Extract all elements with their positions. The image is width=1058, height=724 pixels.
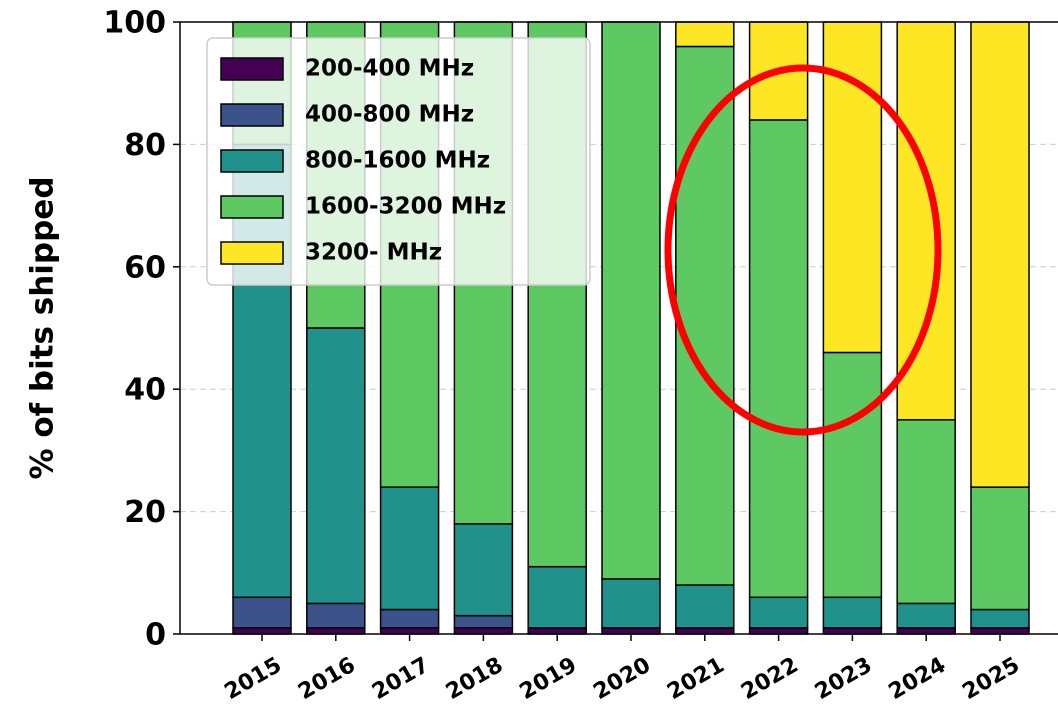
bar-segment — [306, 327, 366, 605]
legend-label: 1600-3200 MHz — [305, 194, 506, 220]
bar-segment — [748, 119, 809, 599]
legend-swatch — [220, 195, 284, 219]
bar-segment — [822, 596, 883, 629]
bar-segment — [232, 627, 292, 635]
x-tick-label: 2019 — [516, 653, 582, 705]
bar-segment — [896, 627, 956, 635]
bar-segment — [527, 565, 587, 629]
y-tick-label: 0 — [145, 618, 166, 653]
x-tick-label: 2023 — [811, 653, 877, 705]
bar-segment — [601, 627, 661, 635]
x-tick-label: 2016 — [294, 653, 360, 705]
legend-label: 800-1600 MHz — [305, 148, 490, 174]
y-tick-label: 80 — [124, 128, 166, 163]
bar-segment — [675, 45, 735, 586]
bar-segment — [896, 419, 956, 605]
bar-segment — [527, 627, 587, 635]
bar-segment — [822, 351, 883, 599]
y-tick-label: 20 — [124, 495, 166, 530]
bar-segment — [748, 627, 809, 635]
legend-label: 400-800 MHz — [305, 102, 474, 128]
x-tick-label: 2024 — [885, 653, 951, 705]
y-axis-label: % of bits shipped — [25, 176, 61, 479]
x-tick-label: 2025 — [958, 653, 1024, 705]
bar-segment — [970, 21, 1030, 488]
x-tick-label: 2022 — [737, 653, 803, 705]
bar-segment — [601, 21, 661, 580]
bar-segment — [970, 627, 1030, 635]
legend-swatch — [220, 241, 284, 265]
bar-segment — [379, 486, 440, 611]
legend-box — [206, 37, 591, 286]
bar-segment — [675, 627, 735, 635]
x-tick-label: 2015 — [220, 653, 286, 705]
bar-segment — [601, 578, 661, 629]
bar-segment — [232, 596, 292, 629]
legend-label: 200-400 MHz — [305, 56, 474, 82]
bar-segment — [379, 627, 440, 635]
bar-segment — [896, 21, 956, 421]
legend-swatch — [220, 57, 284, 81]
bar-segment — [970, 608, 1030, 629]
bar-segment — [748, 596, 809, 629]
legend-swatch — [220, 103, 284, 127]
bar-segment — [822, 627, 883, 635]
legend-label: 3200- MHz — [305, 240, 442, 266]
y-tick-label: 60 — [124, 250, 166, 285]
bar-segment — [675, 21, 735, 48]
x-tick-label: 2021 — [663, 653, 729, 705]
bar-segment — [453, 614, 514, 629]
x-tick-label: 2018 — [442, 653, 508, 705]
legend-swatch — [220, 149, 284, 173]
highlight-ellipse — [664, 64, 942, 436]
x-tick-label: 2020 — [589, 653, 655, 705]
bar-segment — [896, 602, 956, 629]
bar-segment — [453, 627, 514, 635]
y-tick-label: 40 — [124, 373, 166, 408]
bar-segment — [970, 486, 1030, 611]
bar-segment — [453, 523, 514, 617]
bar-segment — [306, 602, 366, 629]
y-tick-label: 100 — [103, 6, 166, 41]
x-tick-label: 2017 — [368, 653, 434, 705]
bar-segment — [675, 584, 735, 629]
bar-segment — [379, 608, 440, 629]
bar-segment — [306, 627, 366, 635]
